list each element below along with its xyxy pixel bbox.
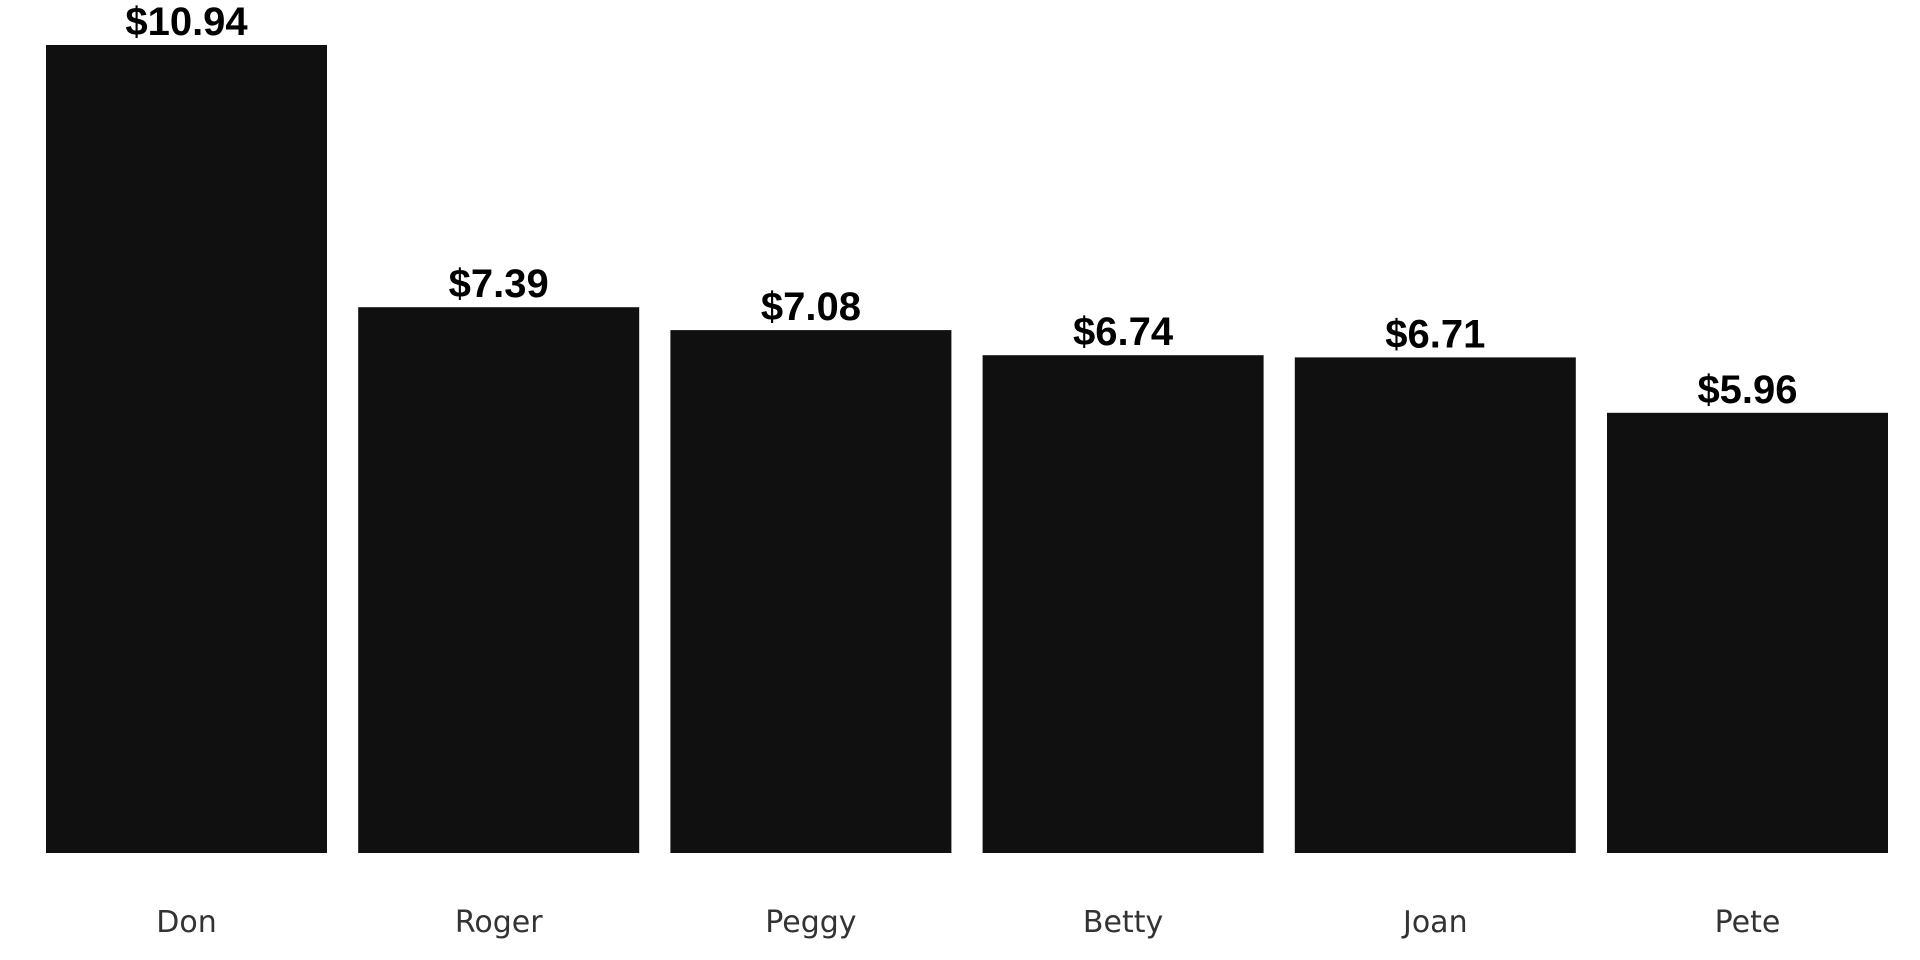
value-label-pete: $5.96 [1697,368,1797,412]
bars-group [46,45,1888,854]
value-labels-group: $10.94 $7.39 $7.08 $6.74 $6.71 $5.96 [125,0,1797,412]
bar-roger [358,307,640,853]
category-label-don: Don [156,905,216,940]
bar-betty [982,355,1264,853]
bar-joan [1294,357,1576,853]
bar-peggy [670,330,952,854]
value-label-don: $10.94 [125,0,248,44]
bar-don [46,45,327,853]
category-label-roger: Roger [455,905,543,940]
bar-pete [1607,412,1888,853]
category-labels-group: Don Roger Peggy Betty Joan Pete [156,905,1780,940]
value-label-peggy: $7.08 [761,285,861,329]
value-label-joan: $6.71 [1385,312,1485,356]
value-label-roger: $7.39 [449,262,549,306]
value-label-betty: $6.74 [1073,310,1174,354]
category-label-joan: Joan [1401,905,1468,940]
category-label-betty: Betty [1083,905,1163,940]
category-label-pete: Pete [1715,905,1781,940]
category-label-peggy: Peggy [765,905,856,940]
